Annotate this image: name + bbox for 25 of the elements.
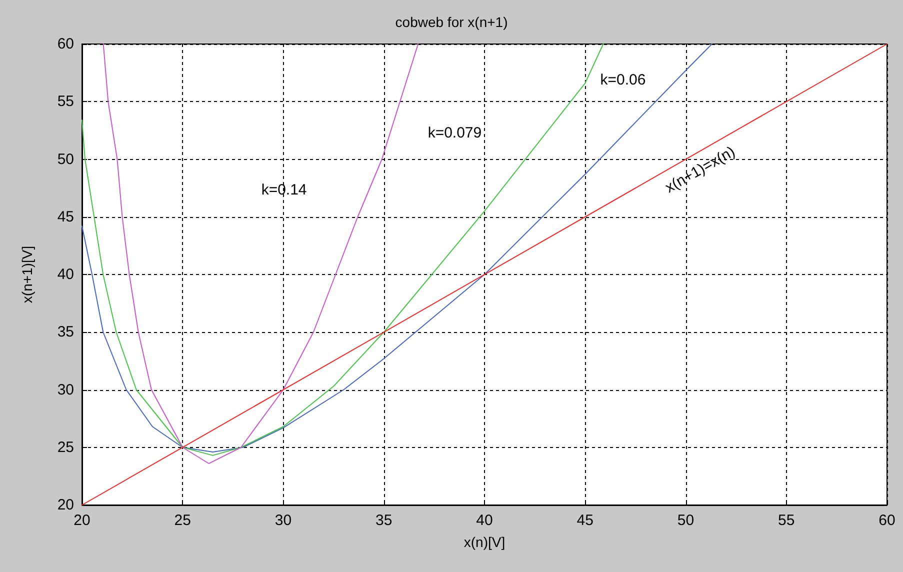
y-axis-title: x(n+1)[V] [19,246,35,304]
x-tick-label: 55 [778,512,795,529]
y-tick-label: 35 [57,324,74,341]
annotation: k=0.14 [261,182,307,199]
x-tick-label: 35 [376,512,392,529]
y-tick-label: 40 [57,266,74,283]
annotation: k=0.079 [428,124,482,142]
annotation: k=0.06 [600,71,646,88]
x-tick-label: 40 [476,512,493,529]
y-tick-label: 20 [57,496,74,514]
y-tick-label: 50 [57,150,74,168]
y-tick-label: 45 [57,208,74,226]
y-tick-label: 55 [57,93,74,110]
x-tick-label: 45 [576,512,594,529]
x-tick-label: 30 [274,512,292,529]
y-tick-label: 60 [57,36,74,52]
y-tick-label: 30 [57,381,74,398]
x-tick-label: 25 [174,512,191,529]
y-tick-label: 25 [57,438,74,456]
x-tick-label: 50 [677,512,694,529]
x-axis-title: x(n)[V] [464,534,506,550]
chart-title: cobweb for x(n+1) [395,14,508,30]
x-tick-label: 60 [878,512,896,529]
x-tick-label: 20 [74,512,90,529]
line-series [102,44,419,464]
